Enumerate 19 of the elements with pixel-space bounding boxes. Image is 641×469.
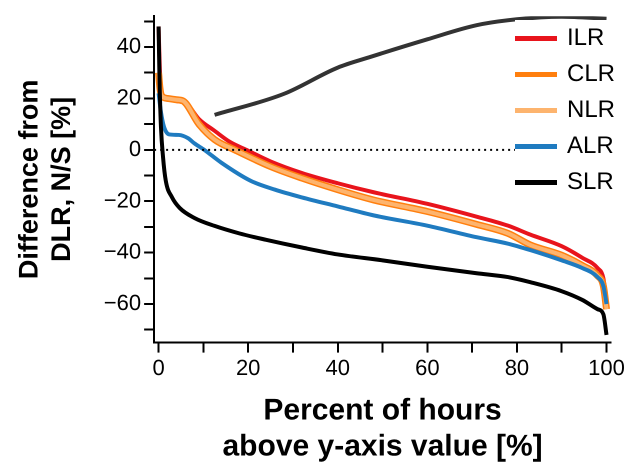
y-tick-label: 0: [128, 136, 142, 161]
x-axis-title: Percent of hours above y-axis value [%]: [222, 393, 543, 462]
x-tick-label: 0: [152, 354, 165, 380]
y-tick-label: 40: [116, 33, 142, 58]
y-tick-label: −40: [104, 238, 142, 264]
legend-label: CLR: [566, 59, 615, 89]
y-tick-label: −20: [104, 187, 142, 212]
y-tick-label: 20: [116, 84, 142, 110]
legend-label: NLR: [566, 95, 615, 125]
x-tick-label: 20: [236, 354, 260, 380]
legend-label: ILR: [566, 23, 604, 53]
x-tick-label: 40: [326, 354, 350, 380]
y-tick-label: −60: [104, 290, 142, 316]
x-tick-label: 60: [415, 354, 440, 380]
legend-label: ALR: [566, 131, 614, 161]
y-axis-title: Difference from DLR, N/S [%]: [14, 80, 76, 280]
legend-label: SLR: [566, 167, 614, 197]
x-tick-label: 100: [588, 354, 625, 380]
x-tick-label: 80: [504, 354, 530, 380]
